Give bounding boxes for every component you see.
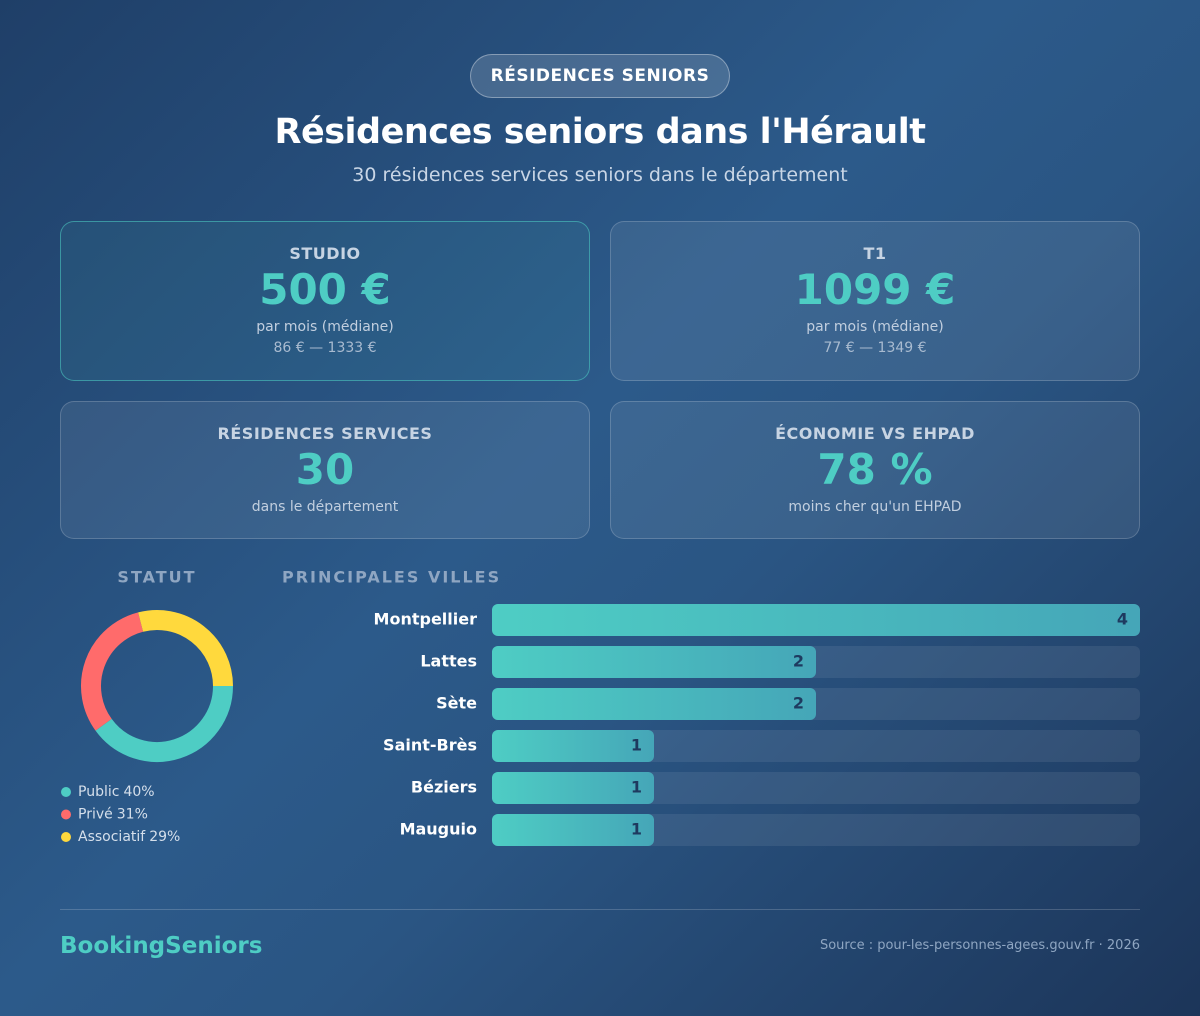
card-note: dans le département [251, 499, 399, 515]
divider [60, 909, 1140, 910]
card-value: 500 € [259, 265, 391, 314]
legend-label: Associatif [78, 829, 146, 845]
category-label: Mauguio [400, 820, 477, 839]
card-value: 30 [295, 445, 355, 494]
legend-value: 29% [149, 829, 180, 845]
legend-entry: Associatif 29% [78, 829, 180, 845]
bar-title: PRINCIPALES VILLES [282, 568, 501, 587]
bar-value: 1 [631, 736, 642, 755]
card-note: par mois (médiane) [806, 319, 944, 335]
bar-value: 1 [631, 820, 642, 839]
bar [492, 730, 654, 762]
pie-slice [138, 610, 233, 687]
category-label: Béziers [411, 778, 477, 797]
legend-dot [61, 809, 71, 820]
subtitle: 30 résidences services seniors dans le d… [352, 164, 848, 186]
card-label: ÉCONOMIE VS EHPAD [775, 424, 975, 443]
bar [492, 688, 816, 720]
pie-slice [95, 685, 233, 762]
legend-dot [61, 787, 71, 797]
bar-value: 2 [793, 694, 804, 713]
card-label: RÉSIDENCES SERVICES [217, 424, 433, 443]
brand: BookingSeniors [60, 933, 263, 959]
title: Résidences seniors dans l'Hérault [274, 112, 926, 152]
legend-value: 31% [117, 807, 148, 823]
legend-dot [61, 832, 71, 842]
stat-card: RÉSIDENCES SERVICES 30 dans le département [60, 401, 590, 539]
stat-card: ÉCONOMIE VS EHPAD 78 % moins cher qu'un EH… [610, 401, 1140, 539]
legend-entry: Public 40% [78, 784, 155, 800]
legend-entry: Privé 31% [78, 807, 148, 823]
category-label: Lattes [420, 652, 477, 671]
bar [492, 772, 654, 804]
card-label: T1 [863, 244, 887, 263]
stat-card: STUDIO 500 € par mois (médiane) 86 € — 1333… [60, 221, 590, 381]
legend-label: Privé [78, 807, 113, 823]
card-label: STUDIO [289, 244, 361, 263]
card-value: 78 % [817, 445, 933, 494]
legend-label: Public [78, 784, 119, 800]
card-value: 1099 € [794, 265, 956, 314]
bar-value: 4 [1117, 610, 1128, 629]
source: Source : pour-les-personnes-agees.gouv.f… [819, 938, 1140, 953]
pie-slice [81, 612, 144, 731]
card-note: moins cher qu'un EHPAD [788, 499, 962, 515]
category-label: Sète [436, 694, 477, 713]
bar-value: 2 [793, 652, 804, 671]
stat-card: T1 1099 € par mois (médiane) 77 € — 1349 € [610, 221, 1140, 381]
card-range: 86 € — 1333 € [273, 340, 377, 356]
category-label: Montpellier [374, 610, 478, 629]
category-label: Saint-Brès [383, 736, 477, 755]
pie-title: STATUT [117, 568, 196, 587]
card-range: 77 € — 1349 € [823, 340, 927, 356]
bar [492, 814, 654, 846]
badge: RÉSIDENCES SENIORS [470, 54, 730, 98]
bar [492, 646, 816, 678]
card-note: par mois (médiane) [256, 319, 394, 335]
legend-value: 40% [123, 784, 154, 800]
bar [492, 604, 1140, 636]
bar-value: 1 [631, 778, 642, 797]
